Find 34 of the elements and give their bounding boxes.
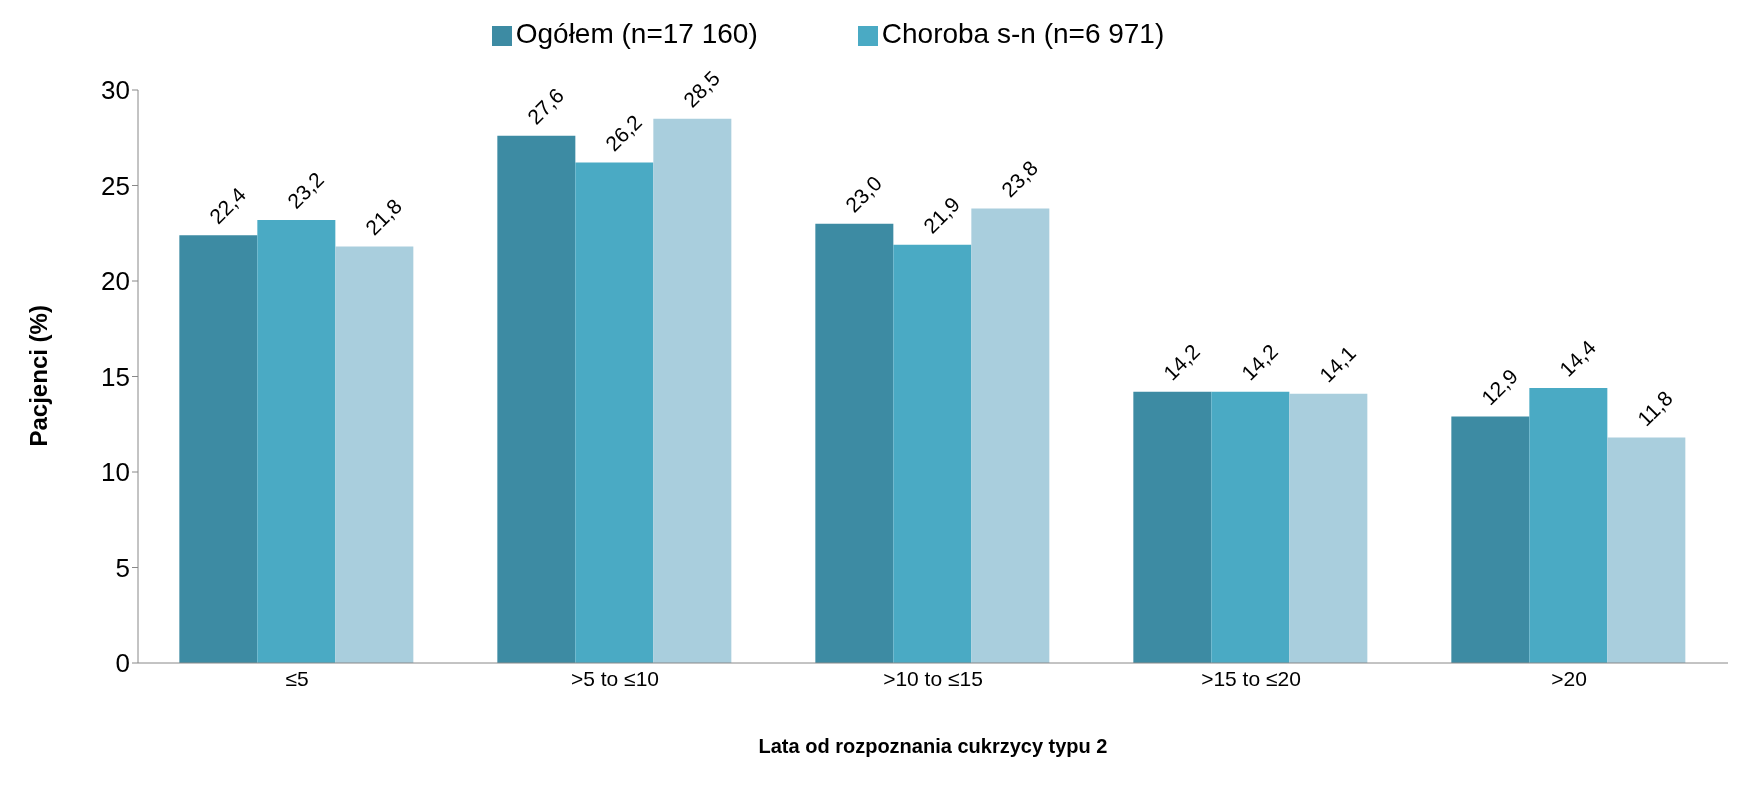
y-tick-label: 20 — [101, 266, 130, 297]
y-tick-label: 5 — [115, 552, 130, 583]
y-tick-label: 0 — [115, 648, 130, 679]
x-tick-label: >20 — [1551, 666, 1587, 690]
bar — [1607, 437, 1686, 663]
x-axis-title: Lata od rozpoznania cukrzycy typu 2 — [758, 735, 1108, 757]
bar — [335, 246, 414, 663]
bar — [815, 223, 894, 663]
data-label: 12,9 — [1476, 364, 1523, 410]
legend-label: Ogółem (n=17 160) — [515, 18, 758, 49]
bar — [257, 219, 336, 663]
bar — [893, 244, 972, 663]
x-tick-label: >15 to ≤20 — [1201, 666, 1301, 690]
y-tick-label: 10 — [101, 457, 130, 488]
data-label: 11,8 — [1632, 386, 1677, 431]
bar — [575, 162, 654, 663]
bar — [1289, 393, 1368, 663]
bar — [1529, 387, 1608, 663]
legend-label: Choroba s-n (n=6 971) — [881, 18, 1165, 49]
bar — [1451, 416, 1530, 663]
y-tick-label: 30 — [101, 75, 130, 106]
y-tick-label: 15 — [101, 361, 130, 392]
bar — [1133, 391, 1212, 663]
y-axis-title: Pacjenci (%) — [24, 305, 52, 447]
bar — [653, 118, 732, 663]
data-label: 14,1 — [1314, 341, 1361, 387]
bar — [179, 235, 258, 663]
bar — [1211, 391, 1290, 663]
x-tick-label: ≤5 — [285, 666, 309, 690]
bar — [971, 208, 1050, 663]
x-tick-label: >10 to ≤15 — [883, 666, 983, 690]
bar — [497, 135, 576, 663]
y-tick-label: 25 — [101, 170, 130, 201]
x-tick-label: >5 to ≤10 — [570, 666, 660, 690]
